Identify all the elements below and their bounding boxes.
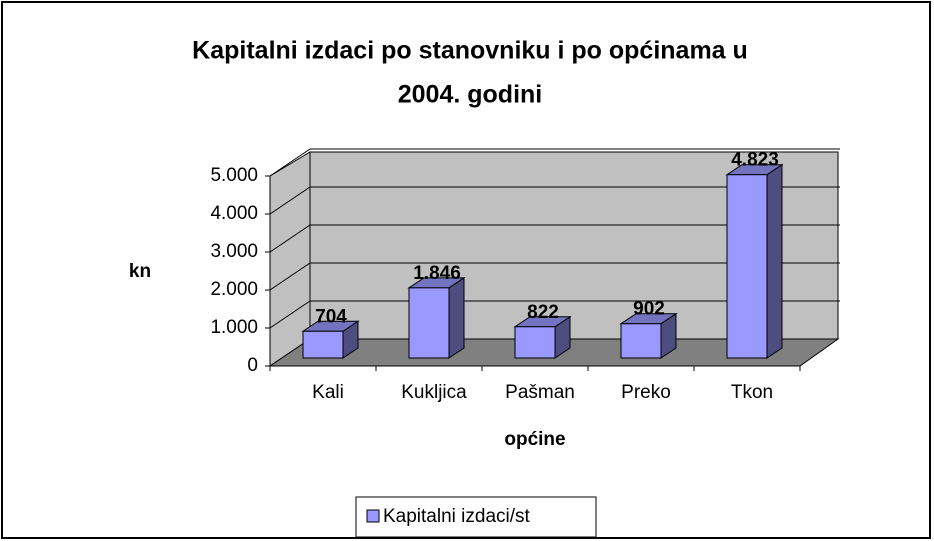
- x-tick-label: Kali: [312, 382, 344, 403]
- chart-title: 2004. godini: [398, 81, 542, 109]
- y-tick-label: 0: [247, 355, 258, 376]
- bar: [302, 330, 344, 359]
- y-tick-label: 5.000: [210, 165, 258, 186]
- bar: [408, 287, 450, 359]
- data-label: 902: [633, 299, 665, 320]
- legend-swatch: [366, 509, 380, 523]
- data-label: 4.823: [731, 150, 779, 171]
- grid-line: [269, 148, 311, 177]
- chart-title: Kapitalni izdaci po stanovniku i po opći…: [192, 37, 748, 65]
- bar-side: [448, 276, 465, 359]
- y-tick-label: 2.000: [210, 279, 258, 300]
- y-tick-label: 1.000: [210, 317, 258, 338]
- y-tick-label: 3.000: [210, 241, 258, 262]
- data-label: 1.846: [413, 263, 461, 284]
- data-label: 822: [527, 302, 559, 323]
- grid-line: [269, 262, 311, 291]
- bar: [620, 323, 662, 359]
- bar-side: [766, 163, 783, 359]
- grid-line: [269, 224, 311, 253]
- grid-line: [269, 300, 311, 329]
- legend-box: [355, 496, 597, 538]
- x-axis-label: općine: [504, 429, 565, 450]
- data-label: 704: [315, 306, 347, 327]
- y-axis-label: kn: [129, 261, 151, 282]
- bar: [514, 326, 556, 359]
- grid-line: [269, 186, 311, 215]
- legend-label: Kapitalni izdaci/st: [383, 506, 531, 527]
- legend: Kapitalni izdaci/st: [355, 496, 597, 538]
- y-tick-label: 4.000: [210, 203, 258, 224]
- x-tick-label: Kukljica: [401, 382, 467, 403]
- x-tick-label: Preko: [621, 382, 671, 403]
- x-tick-label: Tkon: [731, 382, 773, 403]
- x-tick-label: Pašman: [505, 382, 575, 403]
- bar: [726, 174, 768, 359]
